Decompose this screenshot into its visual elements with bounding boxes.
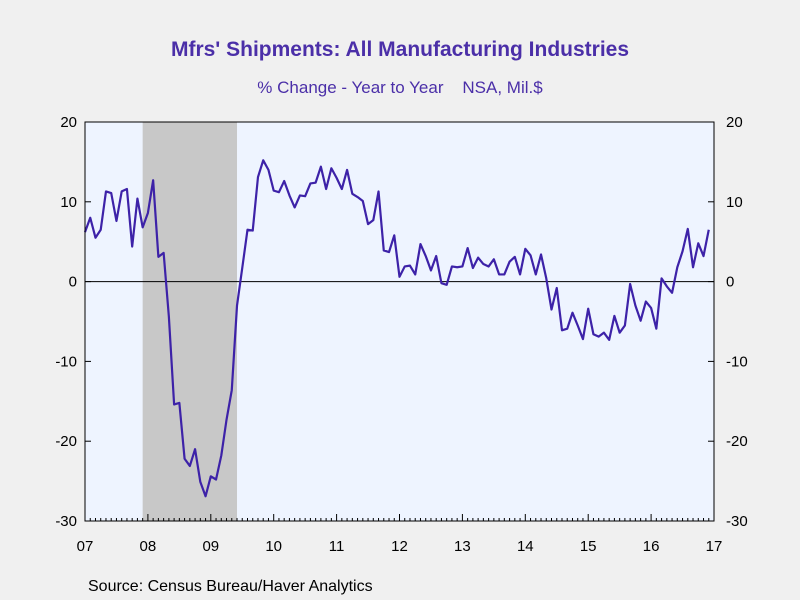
x-tick-label: 07 bbox=[77, 538, 94, 555]
x-tick-label: 08 bbox=[140, 538, 157, 555]
chart-title: Mfrs' Shipments: All Manufacturing Indus… bbox=[170, 38, 630, 61]
y-tick-label-right: 10 bbox=[726, 194, 743, 211]
x-tick-label: 17 bbox=[706, 538, 723, 555]
recession-band bbox=[142, 122, 238, 521]
y-tick-label-left: 0 bbox=[69, 274, 77, 291]
y-tick-label-right: -20 bbox=[726, 433, 748, 450]
x-tick-label: 11 bbox=[329, 538, 345, 555]
chart-subtitle: % Change - Year to Year NSA, Mil.$ bbox=[257, 78, 543, 97]
y-tick-label-left: -30 bbox=[55, 513, 77, 530]
series-line bbox=[83, 159, 710, 498]
x-tick-label: 14 bbox=[517, 538, 534, 555]
y-tick-label-left: -20 bbox=[55, 433, 77, 450]
x-tick-label: 15 bbox=[580, 538, 597, 555]
y-tick-label-right: 0 bbox=[726, 274, 734, 291]
x-tick-label: 16 bbox=[643, 538, 660, 555]
x-tick-label: 13 bbox=[454, 538, 471, 555]
recession-shading-layer bbox=[142, 122, 238, 521]
x-tick-label: 09 bbox=[202, 538, 219, 555]
y-tick-label-right: 20 bbox=[726, 114, 743, 131]
y-tick-label-left: 20 bbox=[60, 114, 77, 131]
y-tick-label-right: -10 bbox=[726, 353, 748, 370]
axis-ticks bbox=[84, 121, 715, 522]
x-tick-label: 12 bbox=[391, 538, 408, 555]
y-tick-label-left: -10 bbox=[55, 353, 77, 370]
x-tick-label: 10 bbox=[265, 538, 282, 555]
y-tick-label-right: -30 bbox=[726, 513, 748, 530]
source-note: Source: Census Bureau/Haver Analytics bbox=[88, 578, 373, 595]
y-tick-label-left: 10 bbox=[60, 194, 77, 211]
